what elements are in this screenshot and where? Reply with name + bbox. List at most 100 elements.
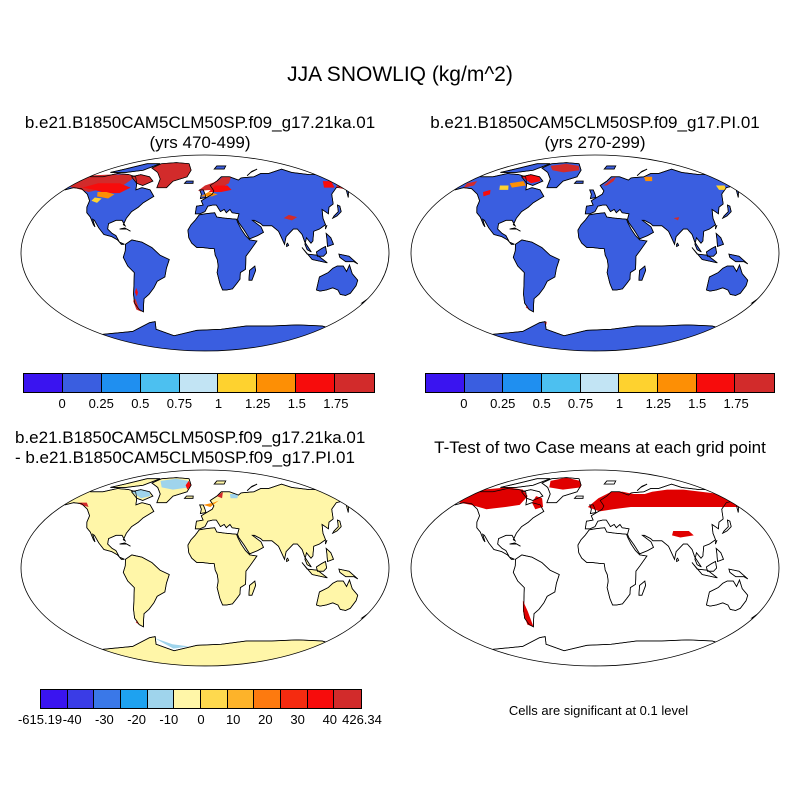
colorbar-swatch (24, 374, 63, 392)
coastline-greenland (541, 477, 582, 504)
colorbar-swatch (101, 374, 141, 392)
colorbar-tick-label: -30 (94, 712, 114, 727)
colorbar-tick-label: 1.25 (645, 396, 671, 411)
colorbar-tick-label: 1.5 (688, 396, 707, 411)
coastline-baffin (520, 489, 544, 501)
coastline-greenland (541, 162, 582, 189)
coastline-japan (721, 519, 732, 535)
colorbar-swatch (120, 690, 148, 708)
coastline-japan (331, 204, 342, 220)
colorbar-swatch (41, 690, 68, 708)
field-region (483, 189, 491, 197)
colorbar-swatch (296, 374, 335, 392)
colorbar-swatch (254, 690, 281, 708)
coastline-indonesia (691, 247, 718, 264)
panel-title-bottom-right: T-Test of two Case means at each grid po… (400, 438, 800, 458)
colorbar-swatch (140, 374, 180, 392)
coastline-arctic_isl (110, 163, 161, 173)
field-region (716, 185, 727, 190)
coastline-australia (316, 263, 359, 296)
colorbar-swatch (464, 374, 504, 392)
coastline-indonesia (301, 562, 328, 579)
field-region (203, 500, 219, 508)
coastline-indonesia (301, 247, 328, 264)
ocean-background (411, 470, 779, 666)
field-region (603, 176, 617, 186)
coastline-svalbard (603, 165, 617, 170)
field-region (160, 478, 190, 490)
field-region (153, 637, 189, 649)
field-region (185, 480, 192, 490)
colorbar-absolute-left (23, 373, 375, 393)
coastline-baffin (130, 489, 154, 501)
coastline-philippines (715, 547, 724, 562)
colorbar-swatch (541, 374, 581, 392)
colorbar-tick-label: -20 (127, 712, 146, 727)
coastline-borneo (706, 245, 718, 257)
coastline-madagascar (248, 580, 256, 596)
panel-title-bottom-left: b.e21.B1850CAM5CLM50SP.f09_g17.21ka.01 -… (15, 428, 405, 468)
map-panel-difference (20, 469, 390, 667)
coastline-iceland (573, 180, 584, 184)
coastline-australia (706, 263, 749, 296)
coastline-newGuinea (338, 253, 358, 265)
field-region (673, 217, 680, 221)
colorbar-swatch (218, 374, 258, 392)
coastline-svalbard (213, 480, 227, 485)
coastline-sriLanka (676, 242, 680, 248)
colorbar-swatch (174, 690, 201, 708)
colorbar-tick-label: 0 (460, 396, 468, 411)
colorbar-swatch (280, 690, 308, 708)
colorbar-tick-label: 10 (225, 712, 241, 727)
coastline-iceland (573, 495, 584, 499)
coastline-southAmerica (512, 239, 560, 313)
colorbar-difference (40, 689, 362, 709)
colorbar-tick-label: 20 (258, 712, 273, 727)
colorbar-tick-label: -615.19 (17, 712, 63, 727)
coastline-greenland (151, 162, 192, 189)
colorbar-tick-label: 0.25 (88, 396, 114, 411)
coastline-japan (721, 204, 732, 220)
colorbar-tick-label: 0.75 (166, 396, 193, 411)
coastline-novaya (636, 168, 648, 176)
colorbar-labels-difference: -615.19 -40 -30 -20 -10 0 10 20 30 40 426.34 (18, 712, 382, 728)
colorbar-tick-label: 1.75 (323, 396, 349, 411)
colorbar-tick-label: 0.5 (532, 396, 551, 411)
coastline-taiwan (715, 540, 718, 545)
coastline-cuba (509, 542, 521, 547)
colorbar-swatch (503, 374, 542, 392)
panel-title-top-right: b.e21.B1850CAM5CLM50SP.f09_g17.PI.01 (yr… (395, 113, 795, 153)
coastline-novaya (246, 483, 258, 491)
coastline-arctic_isl (500, 163, 551, 173)
colorbar-tick-label: 40 (322, 712, 338, 727)
field-region (200, 192, 218, 197)
coastline-uk (589, 504, 597, 515)
coastline-australia (706, 578, 749, 611)
coastline-northAmerica (60, 173, 155, 245)
field-region (549, 477, 581, 490)
colorbar-tick-label: 1.25 (245, 396, 271, 411)
coastline-madagascar (638, 580, 646, 596)
map-border (20, 154, 390, 352)
coastline-newGuinea (728, 253, 748, 265)
coastline-africa (187, 212, 258, 291)
colorbar-swatch (257, 374, 297, 392)
coastline-eurasia (194, 483, 360, 568)
field-region (336, 178, 357, 190)
colorbar-tick-label: -10 (159, 712, 179, 727)
field-region (521, 174, 541, 184)
coastline-japan (331, 519, 342, 535)
coastline-greenland (151, 477, 192, 504)
colorbar-tick-label: 1.5 (287, 396, 306, 411)
coastline-newGuinea (728, 568, 748, 580)
field-region (131, 489, 151, 499)
map-border (410, 154, 780, 352)
field-region (229, 493, 239, 499)
coastline-iceland (183, 180, 194, 184)
coastline-taiwan (325, 225, 328, 230)
coastline-madagascar (248, 265, 256, 281)
panel-title-line2: (yrs 470-499) (149, 133, 251, 152)
colorbar-swatch (696, 374, 736, 392)
colorbar-tick-label: 30 (290, 712, 305, 727)
coastline-northAmerica (60, 488, 155, 560)
